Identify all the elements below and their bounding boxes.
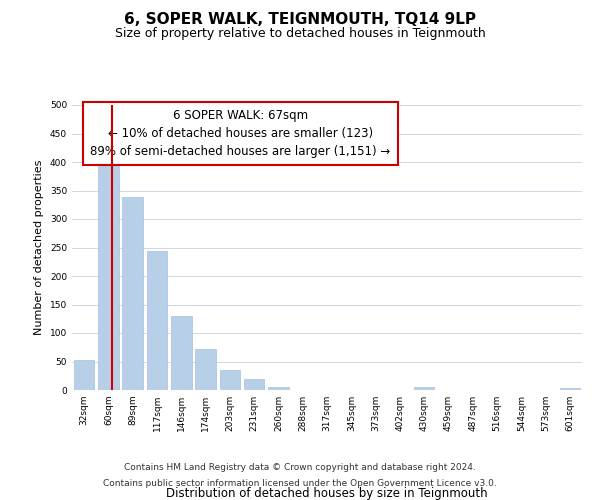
Text: 6, SOPER WALK, TEIGNMOUTH, TQ14 9LP: 6, SOPER WALK, TEIGNMOUTH, TQ14 9LP	[124, 12, 476, 28]
Bar	[244, 378, 265, 390]
Y-axis label: Number of detached properties: Number of detached properties	[34, 160, 44, 335]
Text: Contains public sector information licensed under the Open Government Licence v3: Contains public sector information licen…	[103, 478, 497, 488]
Bar	[146, 252, 167, 390]
Bar	[414, 387, 434, 390]
Bar	[74, 360, 94, 390]
Bar	[171, 316, 191, 390]
Bar	[220, 370, 240, 390]
Bar	[98, 162, 119, 390]
Bar	[122, 198, 143, 390]
Text: Contains HM Land Registry data © Crown copyright and database right 2024.: Contains HM Land Registry data © Crown c…	[124, 464, 476, 472]
Text: 6 SOPER WALK: 67sqm
← 10% of detached houses are smaller (123)
89% of semi-detac: 6 SOPER WALK: 67sqm ← 10% of detached ho…	[90, 110, 391, 158]
Bar	[560, 388, 580, 390]
Bar	[268, 386, 289, 390]
Text: Size of property relative to detached houses in Teignmouth: Size of property relative to detached ho…	[115, 28, 485, 40]
Bar	[195, 349, 216, 390]
X-axis label: Distribution of detached houses by size in Teignmouth: Distribution of detached houses by size …	[166, 487, 488, 500]
